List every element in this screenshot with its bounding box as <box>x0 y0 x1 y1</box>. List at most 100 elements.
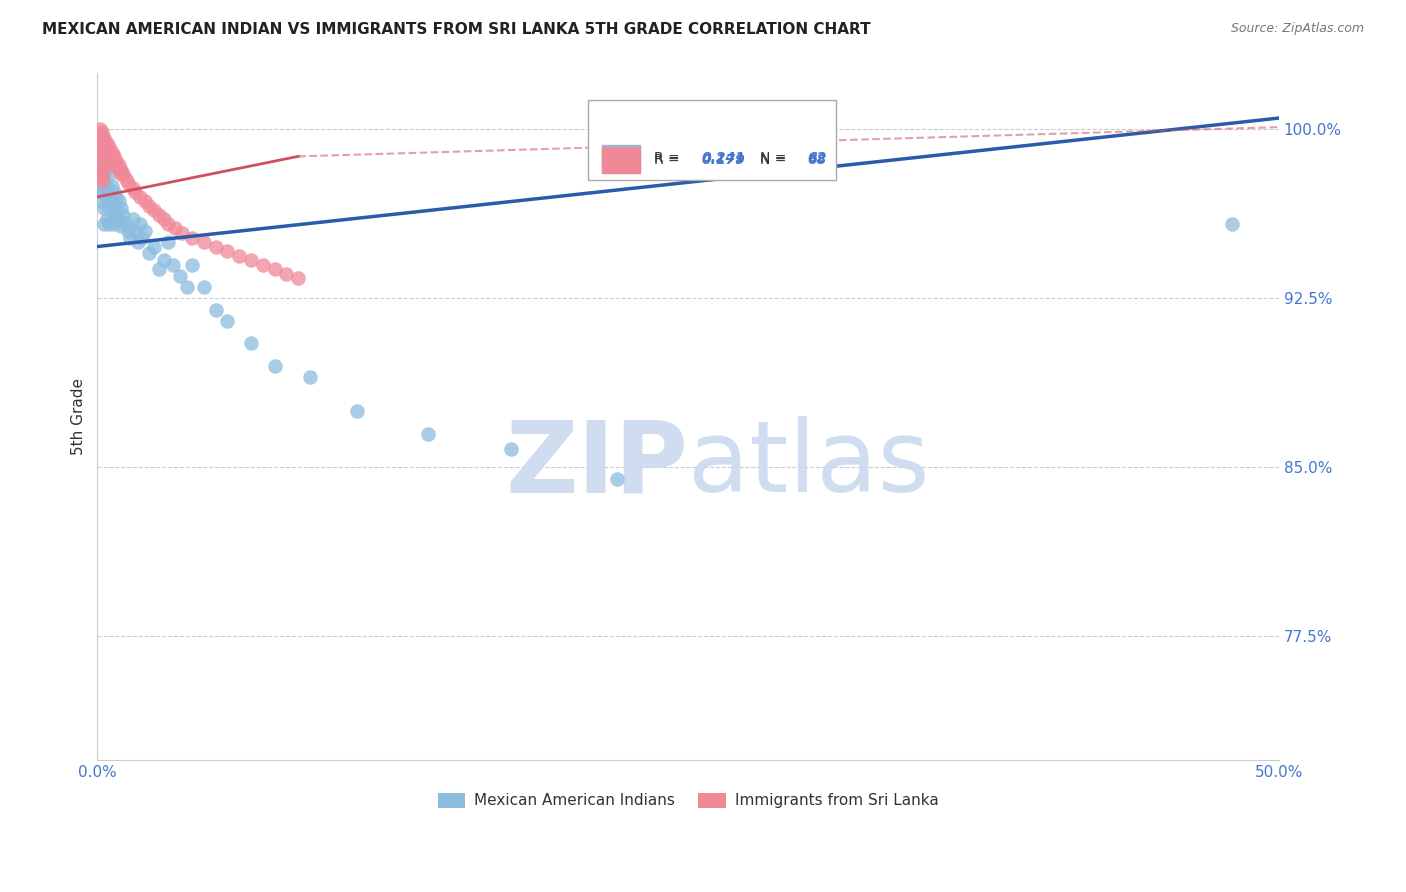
Point <box>105 208 128 222</box>
Point <box>152 212 174 227</box>
Point <box>91 169 114 184</box>
Point <box>217 244 239 258</box>
Point <box>103 186 125 200</box>
Point <box>93 145 115 159</box>
Point <box>103 153 125 168</box>
Point <box>100 149 122 163</box>
Point <box>138 199 160 213</box>
Point <box>91 178 114 193</box>
Point <box>120 230 142 244</box>
Point <box>100 194 122 209</box>
Point <box>96 194 118 209</box>
Point <box>1220 217 1243 231</box>
Point <box>91 145 114 159</box>
Point <box>98 153 121 168</box>
Text: ZIP: ZIP <box>505 417 688 513</box>
Point <box>112 208 135 222</box>
Point <box>157 235 180 249</box>
Point <box>91 134 114 148</box>
Point <box>91 194 114 209</box>
Text: MEXICAN AMERICAN INDIAN VS IMMIGRANTS FROM SRI LANKA 5TH GRADE CORRELATION CHART: MEXICAN AMERICAN INDIAN VS IMMIGRANTS FR… <box>42 22 870 37</box>
Point <box>239 336 262 351</box>
Point <box>138 246 160 260</box>
Point <box>152 253 174 268</box>
Point <box>91 165 114 179</box>
Point <box>165 221 187 235</box>
Point <box>96 178 118 193</box>
Point <box>299 370 322 384</box>
Point <box>105 190 128 204</box>
Point <box>91 138 114 153</box>
Legend: Mexican American Indians, Immigrants from Sri Lanka: Mexican American Indians, Immigrants fro… <box>432 787 945 814</box>
Point <box>96 145 118 159</box>
Point <box>114 172 136 186</box>
Point <box>107 162 129 177</box>
Point <box>89 172 111 186</box>
Point <box>143 203 166 218</box>
Bar <box>602 146 640 173</box>
Point <box>169 268 191 283</box>
Point <box>91 156 114 170</box>
Point <box>105 158 128 172</box>
Point <box>127 235 149 249</box>
Point <box>105 153 128 168</box>
Point <box>148 208 170 222</box>
Point <box>93 186 115 200</box>
Point <box>134 194 156 209</box>
Text: 62: 62 <box>807 151 827 165</box>
Text: R =: R = <box>654 151 683 165</box>
Point <box>100 153 122 168</box>
Point <box>96 212 118 227</box>
Point <box>148 262 170 277</box>
Point <box>228 248 250 262</box>
Point <box>176 280 198 294</box>
Point <box>180 230 202 244</box>
Point <box>91 147 114 161</box>
Point <box>89 131 111 145</box>
Point <box>89 127 111 141</box>
Point <box>162 258 184 272</box>
Point <box>96 136 118 150</box>
Point <box>263 262 285 277</box>
Point <box>96 156 118 170</box>
Point <box>91 143 114 157</box>
Y-axis label: 5th Grade: 5th Grade <box>72 378 86 455</box>
Point <box>98 140 121 154</box>
Point <box>98 145 121 159</box>
Text: N =: N = <box>761 151 792 165</box>
Point <box>100 212 122 227</box>
Text: Source: ZipAtlas.com: Source: ZipAtlas.com <box>1230 22 1364 36</box>
Point <box>89 122 111 136</box>
Point <box>110 219 132 234</box>
Point <box>131 230 153 244</box>
Text: 0.179: 0.179 <box>702 153 745 167</box>
Point <box>93 149 115 163</box>
Point <box>100 145 122 159</box>
Point <box>204 239 226 253</box>
Point <box>114 217 136 231</box>
Point <box>89 186 111 200</box>
Point <box>117 224 139 238</box>
Point <box>103 149 125 163</box>
Text: 0.241: 0.241 <box>702 151 745 165</box>
Point <box>96 153 118 168</box>
Point <box>124 224 146 238</box>
Point <box>217 314 239 328</box>
Text: R =: R = <box>654 153 683 167</box>
Point <box>100 178 122 193</box>
Point <box>204 302 226 317</box>
Point <box>91 162 114 177</box>
Point <box>96 140 118 154</box>
Point <box>143 239 166 253</box>
Point <box>93 168 115 182</box>
Point <box>93 201 115 215</box>
Point <box>107 194 129 209</box>
Point <box>103 201 125 215</box>
Point <box>93 149 115 163</box>
Point <box>252 258 274 272</box>
Point <box>128 217 150 231</box>
Point <box>91 174 114 188</box>
Point <box>128 190 150 204</box>
Point <box>193 235 215 249</box>
Point <box>98 186 121 200</box>
